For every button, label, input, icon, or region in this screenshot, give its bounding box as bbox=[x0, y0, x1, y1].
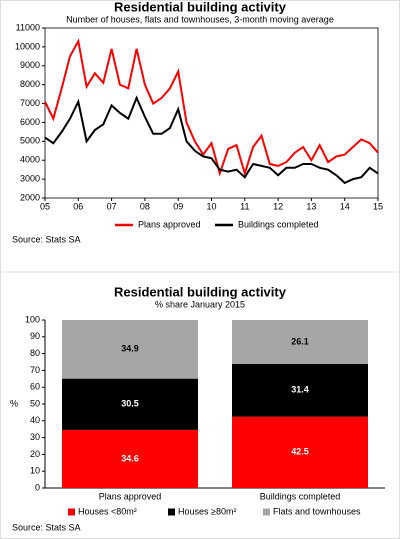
y-tick-label: 10 bbox=[30, 466, 40, 476]
legend-label: Houses ≥80m² bbox=[178, 506, 236, 516]
y-tick-label: 4000 bbox=[20, 155, 40, 165]
data-label: 34.6 bbox=[121, 453, 139, 463]
x-tick-label: 10 bbox=[206, 201, 216, 211]
y-tick-label: 9000 bbox=[20, 60, 40, 70]
series-line bbox=[44, 95, 379, 185]
data-label: 31.4 bbox=[291, 385, 309, 395]
data-label: 30.5 bbox=[121, 399, 139, 409]
y-tick-label: 70 bbox=[30, 365, 40, 375]
x-tick-label: 13 bbox=[306, 201, 316, 211]
y-tick-label: 6000 bbox=[20, 117, 40, 127]
bar-segment bbox=[62, 378, 198, 430]
data-label: 26.1 bbox=[291, 336, 309, 346]
chart-subtitle: Number of houses, flats and townhouses, … bbox=[66, 14, 334, 24]
data-label: 42.5 bbox=[291, 447, 309, 457]
y-tick-label: 80 bbox=[30, 348, 40, 358]
x-tick-label: 09 bbox=[173, 201, 183, 211]
legend-swatch bbox=[68, 508, 75, 516]
legend-label: Houses <80m² bbox=[78, 506, 137, 516]
x-tick-label: 15 bbox=[373, 201, 383, 211]
source: Source: Stats SA bbox=[12, 234, 81, 244]
x-tick-label: 08 bbox=[140, 201, 150, 211]
y-axis-label: % bbox=[10, 398, 18, 408]
chart-title: Residential building activity bbox=[114, 284, 287, 299]
y-tick-label: 20 bbox=[30, 449, 40, 459]
x-tick-label: Buildings completed bbox=[260, 491, 341, 501]
x-tick-label: 12 bbox=[273, 201, 283, 211]
x-tick-label: Plans approved bbox=[99, 491, 162, 501]
y-tick-label: 10000 bbox=[15, 41, 40, 51]
legend-swatch bbox=[263, 508, 270, 516]
y-tick-label: 40 bbox=[30, 415, 40, 425]
chart-subtitle: % share January 2015 bbox=[155, 299, 245, 309]
source: Source: Stats SA bbox=[12, 522, 81, 532]
bar-segment bbox=[232, 363, 368, 417]
data-label: 34.9 bbox=[121, 344, 139, 354]
y-tick-label: 30 bbox=[30, 432, 40, 442]
x-tick-label: 06 bbox=[73, 201, 83, 211]
bar-segment bbox=[62, 429, 198, 488]
x-tick-label: 07 bbox=[107, 201, 117, 211]
y-tick-label: 3000 bbox=[20, 173, 40, 183]
legend-label: Buildings completed bbox=[238, 219, 319, 229]
y-tick-label: 90 bbox=[30, 331, 40, 341]
bar-segment bbox=[232, 320, 368, 364]
x-tick-label: 05 bbox=[40, 201, 50, 211]
y-tick-label: 0 bbox=[35, 482, 40, 492]
y-tick-label: 100 bbox=[25, 314, 40, 324]
y-tick-label: 60 bbox=[30, 382, 40, 392]
y-tick-label: 2000 bbox=[20, 192, 40, 202]
x-tick-label: 11 bbox=[240, 201, 249, 211]
y-tick-label: 8000 bbox=[20, 79, 40, 89]
legend-swatch bbox=[168, 508, 175, 516]
x-tick-label: 14 bbox=[340, 201, 350, 211]
y-tick-label: 5000 bbox=[20, 136, 40, 146]
bar-segment bbox=[62, 320, 198, 379]
y-tick-label: 7000 bbox=[20, 98, 40, 108]
y-tick-label: 11000 bbox=[16, 22, 40, 32]
legend-label: Flats and townhouses bbox=[273, 506, 361, 516]
series-line bbox=[44, 38, 379, 177]
y-tick-label: 50 bbox=[30, 398, 40, 408]
chart-title: Residential building activity bbox=[114, 0, 287, 14]
bar-segment bbox=[232, 416, 368, 488]
legend-label: Plans approved bbox=[138, 219, 201, 229]
